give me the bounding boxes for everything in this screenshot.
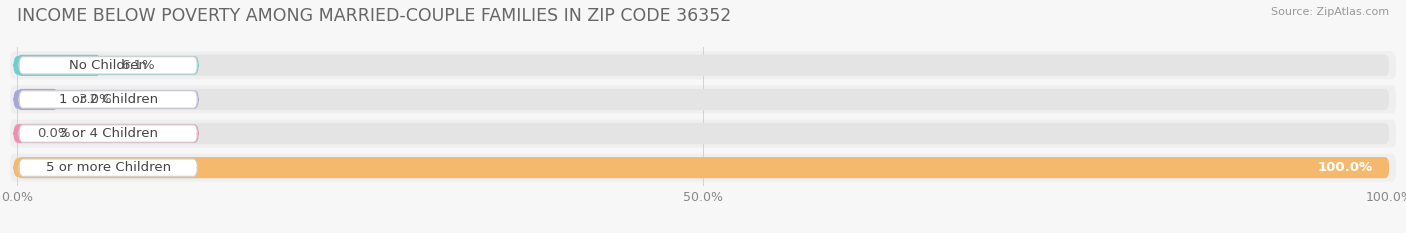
FancyBboxPatch shape xyxy=(10,51,1396,79)
Text: 3 or 4 Children: 3 or 4 Children xyxy=(59,127,157,140)
FancyBboxPatch shape xyxy=(10,86,1396,113)
FancyBboxPatch shape xyxy=(17,123,1389,144)
Text: 0.0%: 0.0% xyxy=(38,127,70,140)
FancyBboxPatch shape xyxy=(14,57,198,74)
FancyBboxPatch shape xyxy=(14,125,198,142)
Text: 6.1%: 6.1% xyxy=(121,59,155,72)
FancyBboxPatch shape xyxy=(18,125,197,142)
Text: Source: ZipAtlas.com: Source: ZipAtlas.com xyxy=(1271,7,1389,17)
Text: INCOME BELOW POVERTY AMONG MARRIED-COUPLE FAMILIES IN ZIP CODE 36352: INCOME BELOW POVERTY AMONG MARRIED-COUPL… xyxy=(17,7,731,25)
FancyBboxPatch shape xyxy=(18,57,197,74)
Text: 100.0%: 100.0% xyxy=(1317,161,1372,174)
FancyBboxPatch shape xyxy=(17,55,101,76)
Text: 5 or more Children: 5 or more Children xyxy=(45,161,170,174)
FancyBboxPatch shape xyxy=(18,159,197,176)
FancyBboxPatch shape xyxy=(10,154,1396,182)
Text: No Children: No Children xyxy=(69,59,148,72)
FancyBboxPatch shape xyxy=(17,157,1389,178)
FancyBboxPatch shape xyxy=(14,91,198,108)
FancyBboxPatch shape xyxy=(17,89,58,110)
FancyBboxPatch shape xyxy=(10,120,1396,147)
FancyBboxPatch shape xyxy=(14,159,198,176)
Text: 1 or 2 Children: 1 or 2 Children xyxy=(59,93,157,106)
FancyBboxPatch shape xyxy=(17,157,1389,178)
FancyBboxPatch shape xyxy=(17,55,1389,76)
FancyBboxPatch shape xyxy=(17,89,1389,110)
FancyBboxPatch shape xyxy=(18,91,197,108)
Text: 3.0%: 3.0% xyxy=(79,93,112,106)
